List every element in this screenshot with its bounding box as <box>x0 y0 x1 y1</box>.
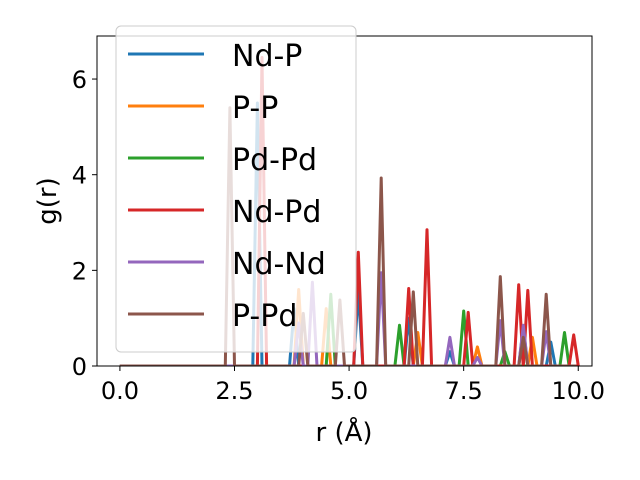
legend-label-nd-nd: Nd-Nd <box>232 247 326 282</box>
x-tick-label: 2.5 <box>215 377 253 405</box>
x-tick-label: 0.0 <box>101 377 139 405</box>
legend: Nd-P P-P Pd-Pd Nd-Pd Nd-Nd P-Pd <box>115 25 357 353</box>
legend-label-nd-p: Nd-P <box>232 39 302 74</box>
y-tick-label: 2 <box>72 257 87 285</box>
x-axis-label: r (Å) <box>315 416 372 448</box>
x-tick-label: 5.0 <box>330 377 368 405</box>
y-tick-label: 0 <box>72 353 87 381</box>
y-tick-label: 4 <box>72 162 87 190</box>
y-axis: 0 2 4 6 <box>72 66 97 381</box>
x-tick-label: 7.5 <box>445 377 483 405</box>
y-tick-label: 6 <box>72 66 87 94</box>
legend-label-nd-pd: Nd-Pd <box>232 195 321 230</box>
x-tick-label: 10.0 <box>552 377 605 405</box>
y-axis-label: g(r) <box>33 177 63 224</box>
series-line-nd-p <box>119 101 576 366</box>
x-axis: 0.0 2.5 5.0 7.5 10.0 <box>101 366 605 405</box>
legend-label-p-pd: P-Pd <box>232 299 297 334</box>
series-line-p-pd <box>119 106 576 366</box>
legend-label-pd-pd: Pd-Pd <box>232 143 317 178</box>
legend-label-p-p: P-P <box>232 91 278 126</box>
